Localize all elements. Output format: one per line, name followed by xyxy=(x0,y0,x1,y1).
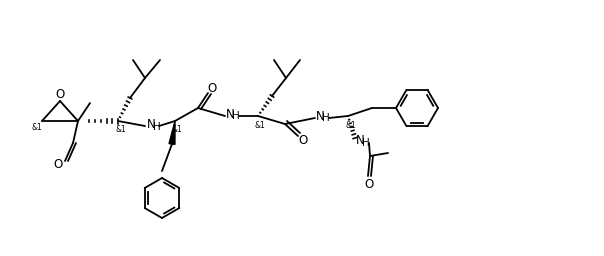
Text: N: N xyxy=(147,118,155,131)
Text: &1: &1 xyxy=(255,121,265,130)
Text: &1: &1 xyxy=(115,124,126,133)
Text: H: H xyxy=(322,113,330,123)
Text: O: O xyxy=(207,81,217,94)
Text: &1: &1 xyxy=(172,125,182,134)
Text: H: H xyxy=(232,111,240,121)
Text: H: H xyxy=(362,138,370,148)
Text: &1: &1 xyxy=(345,121,356,130)
Text: N: N xyxy=(356,134,364,147)
Text: O: O xyxy=(53,158,63,172)
Text: N: N xyxy=(316,110,324,123)
Polygon shape xyxy=(169,121,175,144)
Text: &1: &1 xyxy=(31,123,42,133)
Text: O: O xyxy=(298,133,307,146)
Text: O: O xyxy=(56,88,65,101)
Text: O: O xyxy=(364,177,374,190)
Text: H: H xyxy=(153,122,161,132)
Text: N: N xyxy=(226,108,234,121)
